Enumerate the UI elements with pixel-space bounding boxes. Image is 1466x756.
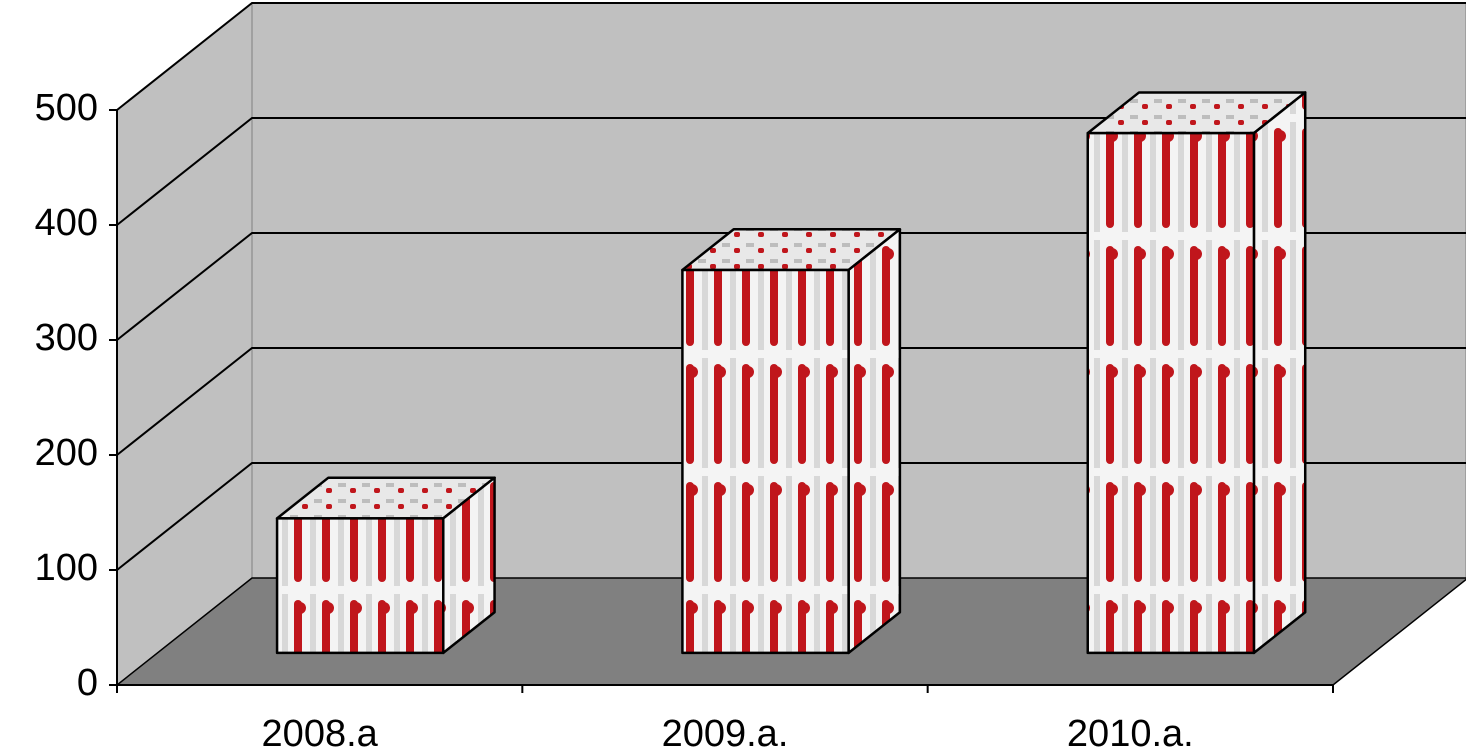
x-tick-label: 2010.a. bbox=[1067, 713, 1194, 755]
y-tick-label: 200 bbox=[35, 432, 98, 474]
grid-line bbox=[116, 117, 1466, 226]
grid-line bbox=[116, 347, 1466, 456]
grid-line bbox=[116, 232, 1466, 341]
bar-front bbox=[1086, 131, 1256, 655]
y-tick-label: 0 bbox=[77, 662, 98, 704]
y-tick-label: 400 bbox=[35, 202, 98, 244]
grid bbox=[109, 2, 1466, 693]
bar-side bbox=[1252, 91, 1307, 655]
x-tick-label: 2009.a. bbox=[662, 713, 789, 755]
bar-front bbox=[275, 517, 445, 655]
bar-front bbox=[681, 268, 850, 655]
side-wall bbox=[116, 1, 253, 687]
grid-line bbox=[116, 462, 1466, 571]
x-tick-label: 2008.a bbox=[262, 713, 379, 755]
grid-line bbox=[116, 2, 1466, 111]
bars bbox=[275, 91, 1307, 655]
y-tick-label: 500 bbox=[35, 87, 98, 129]
y-tick-label: 100 bbox=[35, 547, 98, 589]
bar-side bbox=[847, 228, 902, 655]
labels: 0 100 200 300 400 500 2008.a 2009.a. 2010.a. bbox=[35, 87, 1194, 755]
y-tick-label: 300 bbox=[35, 317, 98, 359]
